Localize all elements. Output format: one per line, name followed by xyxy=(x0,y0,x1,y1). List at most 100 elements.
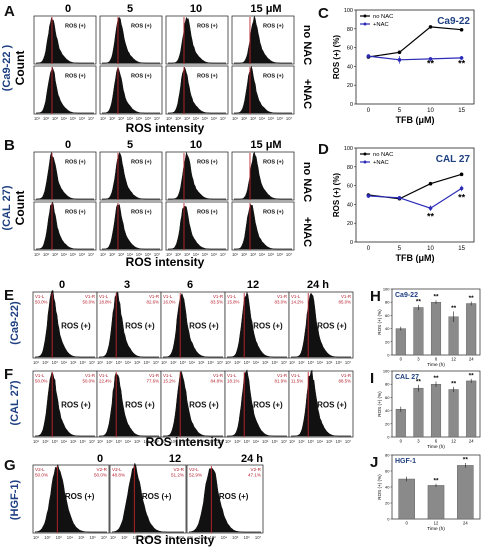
histogram-tick-label: 10² xyxy=(109,252,116,257)
histogram-tick-label: 10⁴ xyxy=(61,116,68,121)
histogram: 10¹ 10² 10³ 10⁴ 10⁵ 10⁶ 10⁷ ROS (+) V1-L18.1% V1-… xyxy=(224,368,290,444)
data-point xyxy=(366,194,371,198)
histogram-tick-label: 10³ xyxy=(118,116,125,121)
ros-positive-label: ROS (+) xyxy=(263,210,284,216)
dose-label-a-1: 5 xyxy=(127,3,133,15)
bar xyxy=(398,478,415,520)
significance-label: ** xyxy=(433,477,439,484)
bar-chart-h: 0 20 40 60 80 100 0 3 ** 6 ** 12 ** 24 ** Time (h) ROS (… xyxy=(377,287,481,368)
histogram-tick-label: 10⁵ xyxy=(268,252,275,257)
y-tick-label: 40 xyxy=(385,326,390,331)
gate-left-percent: 15.2% xyxy=(163,378,176,383)
ros-positive-label: ROS (+) xyxy=(253,400,283,409)
cell-line-label-f: (CAL 27) xyxy=(9,380,21,425)
gate-left-name: V2-L xyxy=(112,467,122,472)
histogram-tick-label: 10¹ xyxy=(34,116,41,121)
bar xyxy=(430,302,442,356)
histogram-tick-label: 10² xyxy=(42,360,49,365)
gate-left-percent: 48.8% xyxy=(112,473,125,478)
gate-right-name: V1-R xyxy=(149,373,159,378)
gate-right-percent: 81.9% xyxy=(275,378,288,383)
gate-right-percent: 50.0% xyxy=(83,378,96,383)
histogram-tick-label: 10³ xyxy=(250,252,257,257)
ros-positive-label: ROS (+) xyxy=(65,74,86,80)
ros-positive-label: ROS (+) xyxy=(131,24,152,30)
gate-left-percent: 52.9% xyxy=(189,473,202,478)
histogram-tick-label: 10⁴ xyxy=(253,360,260,365)
histogram-tick-label: 10⁴ xyxy=(61,360,68,365)
histogram-tick-label: 10⁶ xyxy=(145,252,152,257)
gate-right-percent: 88.5% xyxy=(339,378,352,383)
histogram-tick-label: 10⁶ xyxy=(277,252,284,257)
x-tick-label: 15 xyxy=(458,246,465,252)
y-axis-label: ROS (+) (%) xyxy=(377,474,382,500)
histogram: 10¹ 10² 10³ 10⁴ 10⁵ 10⁶ 10⁷ ROS (+) V1-L14.2% V1-… xyxy=(288,291,354,365)
gate-right-percent: 47.1% xyxy=(248,473,261,478)
histogram-tick-label: 10⁷ xyxy=(345,360,352,365)
y-tick-label: 40 xyxy=(347,202,353,208)
time-label-g-2: 24 h xyxy=(241,453,263,465)
y-tick-label: 60 xyxy=(385,469,390,474)
histogram-tick-label: 10⁴ xyxy=(144,535,151,540)
plot-frame xyxy=(355,147,475,243)
y-tick-label: 80 xyxy=(347,165,353,171)
histogram-frame xyxy=(99,65,163,115)
time-label-e-1: 3 xyxy=(124,279,130,291)
histogram-tick-label: 10³ xyxy=(52,439,59,444)
x-axis-label: TFB (μM) xyxy=(396,253,435,263)
histogram-peak xyxy=(99,372,159,437)
significance-label: ** xyxy=(427,58,435,68)
y-tick-label: 20 xyxy=(347,221,353,227)
cell-line-label-b: (CAL 27) xyxy=(1,185,13,230)
histogram-tick-label: 10⁵ xyxy=(326,439,333,444)
histogram-tick-label: 10² xyxy=(298,439,305,444)
ros-intensity-label-f: ROS intensity xyxy=(146,435,225,449)
histogram-peak xyxy=(36,201,94,250)
y-tick-label: 60 xyxy=(347,46,353,52)
histogram-tick-label: 10⁶ xyxy=(211,252,218,257)
histogram-tick-label: 10² xyxy=(121,535,128,540)
y-tick-label: 20 xyxy=(385,421,390,426)
series-line-no-nac xyxy=(368,26,462,58)
plot-frame xyxy=(355,9,475,105)
x-tick-label: 6 xyxy=(435,439,438,444)
histogram-tick-label: 10² xyxy=(234,439,241,444)
y-tick-label: 80 xyxy=(385,382,390,387)
gate-right-percent: 50.0% xyxy=(83,299,96,304)
time-label-e-3: 12 xyxy=(247,279,259,291)
histogram-tick-label: 10³ xyxy=(250,116,257,121)
panel-letter-i: I xyxy=(370,370,374,387)
histogram-peak xyxy=(291,292,351,358)
histogram-tick-label: 10⁶ xyxy=(89,535,96,540)
y-tick-label: 20 xyxy=(385,339,390,344)
gate-right-name: V1-R xyxy=(277,373,287,378)
y-axis-label: ROS (+) (%) xyxy=(377,309,382,335)
histogram-tick-label: 10⁶ xyxy=(207,360,214,365)
y-tick-label: 40 xyxy=(385,485,390,490)
histogram-tick-label: 10⁴ xyxy=(127,252,134,257)
bar-chart-i: 0 20 40 60 80 100 0 3 ** 6 ** 12 ** 24 ** Time (h) ROS (… xyxy=(377,369,481,450)
histogram-tick-label: 10⁷ xyxy=(154,116,161,121)
histogram-tick-label: 10² xyxy=(241,252,248,257)
x-axis-label: Time (h) xyxy=(427,526,445,532)
histogram-tick-label: 10⁶ xyxy=(243,535,250,540)
panel-a: (Ca9-22 ) Count 0 5 10 15 μM no NAC +NAC… xyxy=(1,3,313,135)
histogram-tick-label: 10⁴ xyxy=(221,535,228,540)
significance-label: ** xyxy=(451,305,457,312)
legend-label: no NAC xyxy=(373,152,393,158)
histogram-tick-label: 10¹ xyxy=(161,439,168,444)
histogram: 10¹ 10² 10³ 10⁴ 10⁵ 10⁶ 10⁷ ROS (+) V2-L52.9% V2-… xyxy=(186,464,264,540)
ros-positive-label: ROS (+) xyxy=(263,74,284,80)
histogram-tick-label: 10⁴ xyxy=(189,439,196,444)
panel-letter-f: F xyxy=(4,366,13,383)
y-tick-label: 20 xyxy=(347,83,353,89)
histogram-peak xyxy=(227,368,287,437)
significance-label: ** xyxy=(433,375,439,382)
y-tick-label: 100 xyxy=(383,369,390,374)
